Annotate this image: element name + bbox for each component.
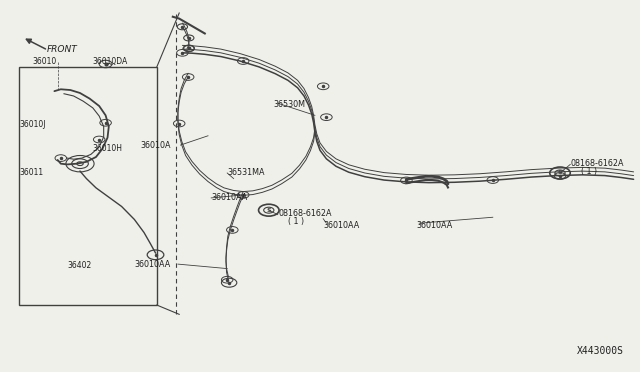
Text: 36010AA: 36010AA — [211, 193, 248, 202]
Text: FRONT: FRONT — [47, 45, 77, 54]
Text: 36011: 36011 — [19, 169, 44, 177]
Text: S: S — [266, 208, 271, 213]
Text: 36531MA: 36531MA — [227, 169, 265, 177]
Text: 36010A: 36010A — [141, 141, 172, 150]
Text: 08168-6162A: 08168-6162A — [278, 209, 332, 218]
Text: 36530M: 36530M — [274, 100, 306, 109]
Text: 36010: 36010 — [32, 57, 56, 66]
Text: 36402: 36402 — [67, 262, 92, 270]
Text: X443000S: X443000S — [577, 346, 624, 356]
Text: ( 1 ): ( 1 ) — [288, 217, 304, 226]
Text: 36010J: 36010J — [19, 120, 45, 129]
Text: ( 1 ): ( 1 ) — [581, 167, 597, 176]
Text: 08168-6162A: 08168-6162A — [571, 159, 625, 168]
Text: 36010AA: 36010AA — [134, 260, 171, 269]
Text: 36010DA: 36010DA — [93, 57, 128, 66]
Bar — [19, 67, 157, 305]
Text: 36010H: 36010H — [93, 144, 123, 153]
Text: 36010AA: 36010AA — [416, 221, 452, 230]
Text: 36010AA: 36010AA — [323, 221, 360, 230]
Text: S: S — [557, 170, 563, 176]
